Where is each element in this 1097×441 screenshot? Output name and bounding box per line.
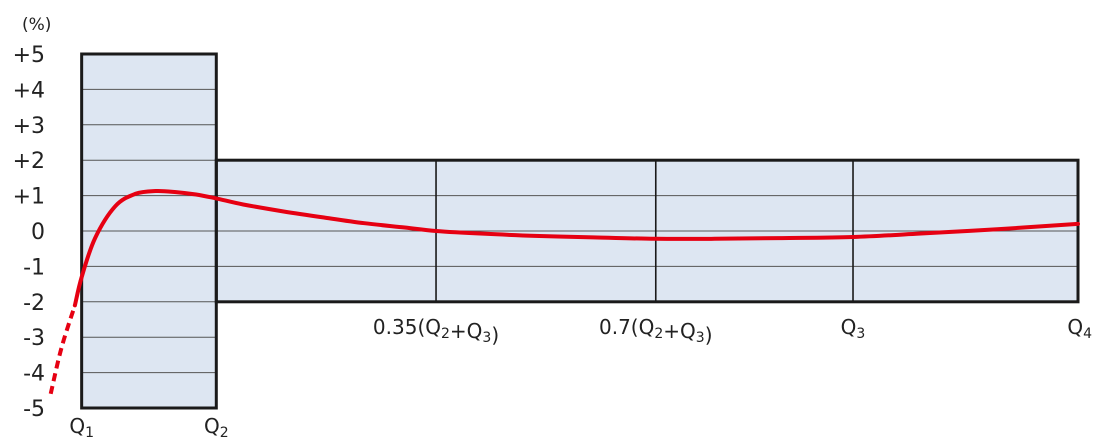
y-tick-label: +2	[13, 149, 45, 174]
y-tick-label: +4	[13, 78, 45, 103]
x-tick-label-q2q3-07: 0.7(Q2+Q3)	[599, 315, 713, 347]
tolerance-band-outline-2	[214, 158, 1080, 304]
y-tick-label: 0	[31, 220, 45, 245]
tolerance-band-outlines	[80, 52, 1080, 410]
x-tick-label-q2: Q2	[204, 414, 229, 441]
x-tick-label-q4: Q4	[1067, 315, 1092, 342]
y-tick-label: +5	[13, 43, 45, 68]
error-curve-dashed-segment	[48, 304, 77, 395]
y-tick-label: -4	[23, 362, 45, 387]
error-curve-line	[72, 188, 1080, 308]
y-tick-labels: +5 +4 +3 +2 +1 0 -1 -2 -3 -4 -5	[13, 43, 45, 422]
y-tick-label: -1	[23, 255, 45, 280]
y-tick-label: -5	[23, 397, 45, 422]
y-axis-unit: (%)	[22, 15, 51, 35]
x-tick-labels: Q1 Q2 0.35(Q2+Q3) 0.7(Q2+Q3) Q3 Q4	[69, 315, 1092, 441]
y-tick-label: -3	[23, 326, 45, 351]
grid-lines	[81, 88, 1078, 374]
error-curve-layer	[48, 188, 1080, 395]
x-tick-label-q3: Q3	[841, 315, 866, 342]
y-tick-label: +3	[13, 114, 45, 139]
y-tick-label: +1	[13, 185, 45, 210]
x-tick-label-q1: Q1	[69, 414, 94, 441]
y-tick-label: -2	[23, 291, 45, 316]
x-tick-label-q2q3-035: 0.35(Q2+Q3)	[373, 315, 499, 347]
